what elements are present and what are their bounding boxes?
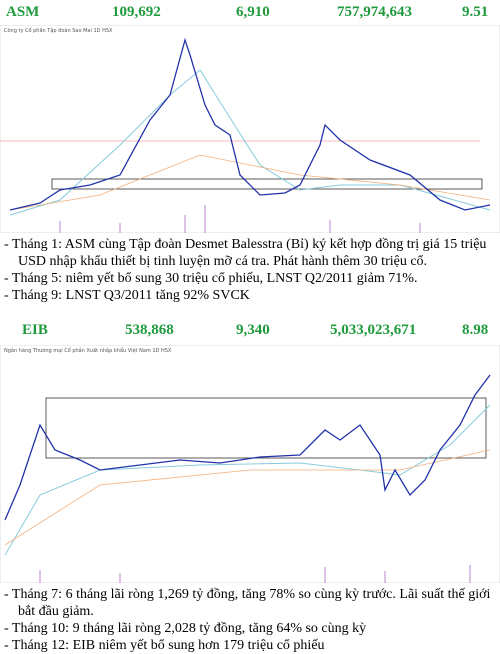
chart-graphic — [0, 344, 500, 584]
stat: 757,974,643 — [337, 4, 412, 20]
stat: 538,868 — [125, 322, 174, 338]
stat: 6,910 — [236, 4, 270, 20]
chart-graphic — [0, 24, 500, 234]
ticker: EIB — [22, 322, 48, 338]
note: - Tháng 7: 6 tháng lãi ròng 1,269 tỷ đồn… — [4, 587, 491, 619]
notes: - Tháng 7: 6 tháng lãi ròng 1,269 tỷ đồn… — [4, 586, 496, 654]
stat: 5,033,023,671 — [330, 322, 417, 338]
chart-caption: Ngân hàng Thương mại Cổ phần Xuất nhập k… — [4, 348, 172, 354]
notes: - Tháng 1: ASM cùng Tập đoàn Desmet Bale… — [4, 236, 496, 304]
header-row: EIB 538,868 9,340 5,033,023,671 8.98 — [0, 320, 500, 342]
header-row: ASM 109,692 6,910 757,974,643 9.51 — [0, 2, 500, 24]
chart-caption: Công ty Cổ phần Tập đoàn Sao Mai 1D HSX — [4, 28, 113, 34]
stat: 9,340 — [236, 322, 270, 338]
stat: 9.51 — [462, 4, 489, 20]
note: - Tháng 5: niêm yết bổ sung 30 triệu cổ … — [4, 271, 418, 286]
ticker: ASM — [6, 4, 40, 20]
stock-chart: Ngân hàng Thương mại Cổ phần Xuất nhập k… — [0, 344, 500, 584]
stat: 8.98 — [462, 322, 489, 338]
stock-chart: Công ty Cổ phần Tập đoàn Sao Mai 1D HSX — [0, 24, 500, 234]
stat: 109,692 — [112, 4, 161, 20]
note: - Tháng 12: EIB niêm yết bổ sung hơn 179… — [4, 638, 325, 653]
note: - Tháng 10: 9 tháng lãi ròng 2,028 tỷ đồ… — [4, 621, 367, 636]
note: - Tháng 9: LNST Q3/2011 tăng 92% SVCK — [4, 288, 250, 303]
note: - Tháng 1: ASM cùng Tập đoàn Desmet Bale… — [4, 237, 487, 269]
